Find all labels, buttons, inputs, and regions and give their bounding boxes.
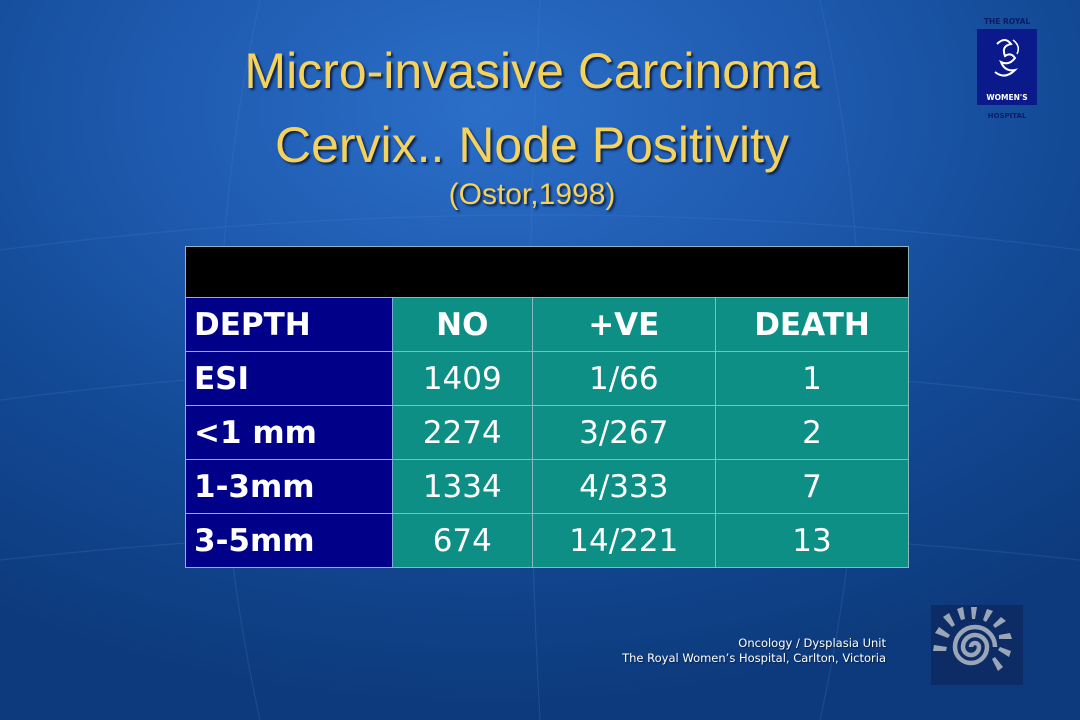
slide-title-line2: Cervix.. Node Positivity (274, 117, 790, 173)
row-no-value: 1409 (392, 351, 533, 406)
row-death-value: 13 (715, 513, 909, 568)
table-header-row: DEPTH NO +VE DEATH (185, 297, 909, 352)
header-positive: +VE (531, 297, 717, 352)
slide-footer: Oncology / Dysplasia Unit The Royal Wome… (622, 636, 886, 666)
royal-womens-hospital-logo: THE ROYAL WOMEN'S HOSPITAL (977, 17, 1037, 120)
row-positive-value: 3/267 (531, 405, 717, 460)
table-row: <1 mm 2274 3/267 2 (185, 405, 909, 460)
row-death-value: 1 (715, 351, 909, 406)
logo-mid-text: WOMEN'S (986, 93, 1027, 102)
row-no-value: 674 (392, 513, 533, 568)
row-depth-label: 3-5mm (185, 513, 393, 568)
row-positive-value: 4/333 (531, 459, 717, 514)
row-positive-value: 1/66 (531, 351, 717, 406)
footer-unit: Oncology / Dysplasia Unit (738, 636, 886, 650)
row-death-value: 2 (715, 405, 909, 460)
header-death: DEATH (715, 297, 909, 352)
table-row: 1-3mm 1334 4/333 7 (185, 459, 909, 514)
row-depth-label: ESI (185, 351, 393, 406)
table-header-bar (185, 246, 909, 298)
footer-hospital: The Royal Women’s Hospital, Carlton, Vic… (622, 651, 886, 665)
row-positive-value: 14/221 (531, 513, 717, 568)
spiral-sun-logo (931, 605, 1023, 685)
row-no-value: 1334 (392, 459, 533, 514)
row-depth-label: <1 mm (185, 405, 393, 460)
header-depth: DEPTH (185, 297, 393, 352)
table-black-bar-cell (185, 246, 909, 298)
header-no: NO (392, 297, 533, 352)
slide-citation: (Ostor,1998) (448, 178, 616, 211)
row-no-value: 2274 (392, 405, 533, 460)
slide-title-line1: Micro-invasive Carcinoma (244, 43, 820, 99)
logo-top-text: THE ROYAL (984, 17, 1031, 26)
logo-bottom-text: HOSPITAL (988, 112, 1027, 120)
node-positivity-table: DEPTH NO +VE DEATH ESI 1409 1/66 1 <1 mm… (185, 246, 909, 568)
table-row: ESI 1409 1/66 1 (185, 351, 909, 406)
row-depth-label: 1-3mm (185, 459, 393, 514)
row-death-value: 7 (715, 459, 909, 514)
table-row: 3-5mm 674 14/221 13 (185, 513, 909, 568)
